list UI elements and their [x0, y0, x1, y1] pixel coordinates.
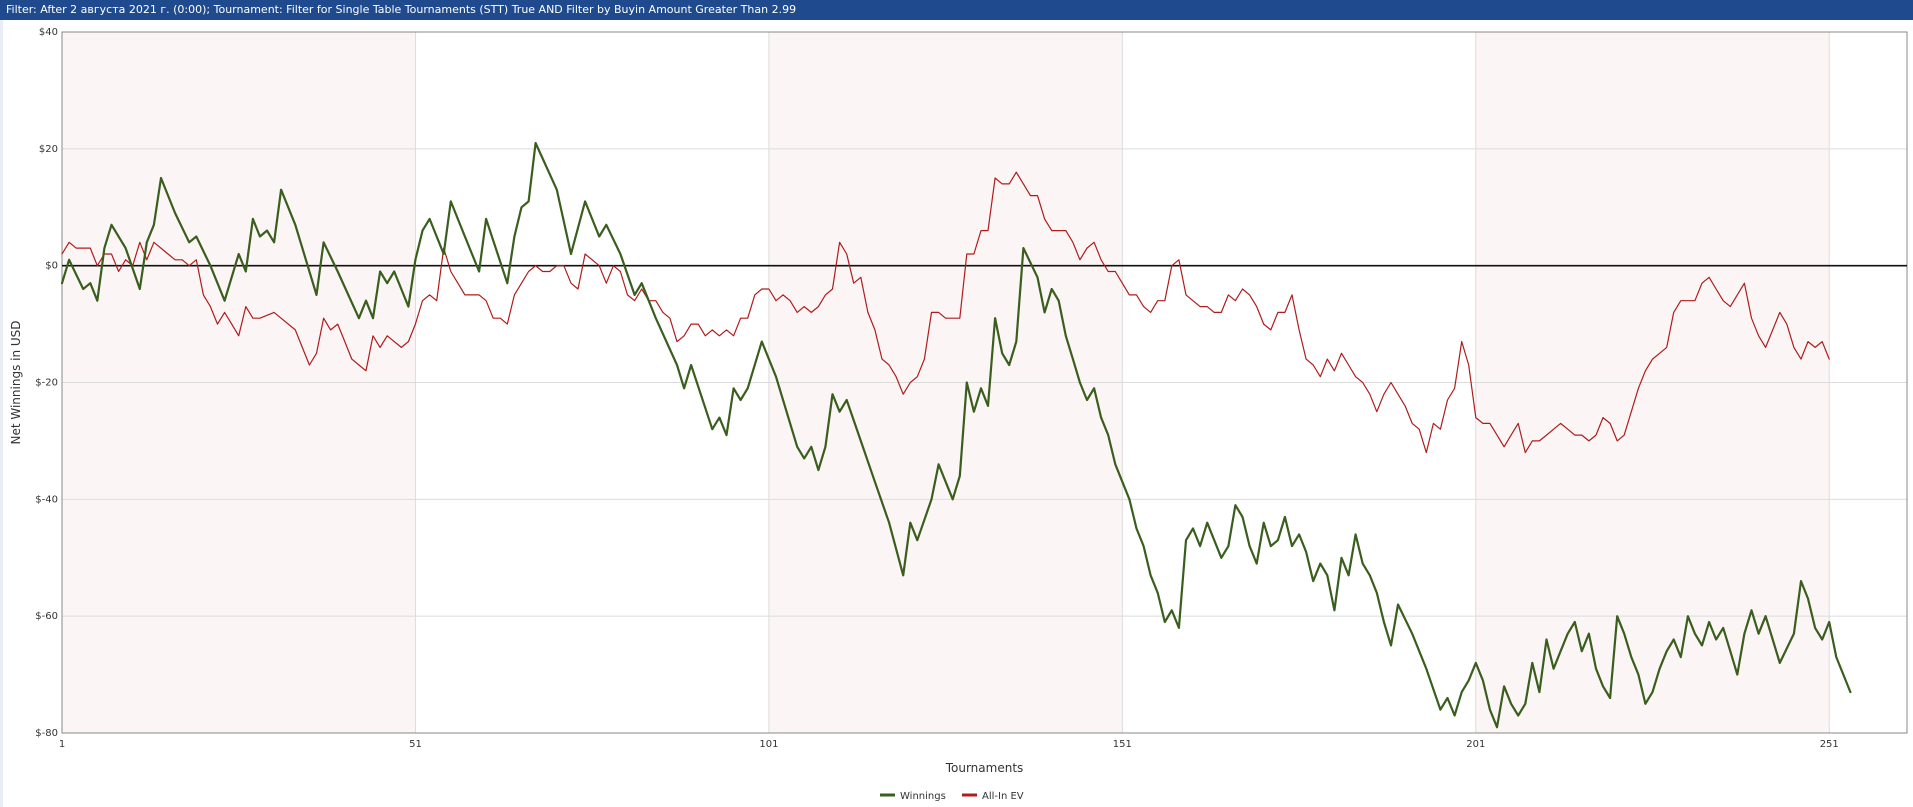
x-tick-label-4: 201	[1466, 739, 1485, 750]
y-axis-tick-labels: $40 $20 $0 $-20 $-40 $-60 $-80	[35, 27, 58, 739]
y-axis-title: Net Winnings in USD	[9, 320, 23, 444]
y-tick-label-3: $-20	[35, 378, 58, 389]
x-tick-label-0: 1	[59, 739, 65, 750]
legend-label-allin-ev: All-In EV	[982, 791, 1024, 802]
filter-bar: Filter: After 2 августа 2021 г. (0:00); …	[0, 0, 1913, 20]
x-axis-tick-labels: 1 51 101 151 201 251	[59, 739, 1839, 750]
series-lines	[60, 141, 1852, 729]
x-tick-label-1: 51	[409, 739, 422, 750]
y-tick-label-5: $-60	[35, 611, 58, 622]
plot-border	[61, 31, 1908, 734]
y-tick-label-1: $20	[39, 144, 58, 155]
y-tick-label-0: $40	[39, 27, 58, 38]
legend: Winnings All-In EV	[880, 791, 1024, 802]
x-tick-label-2: 101	[759, 739, 778, 750]
y-tick-label-6: $-80	[35, 728, 58, 739]
x-tick-label-3: 151	[1113, 739, 1132, 750]
legend-label-winnings: Winnings	[900, 791, 946, 802]
winnings-chart: $40$20$0$-20$-40$-60$-80 1 51 101 151 201 251…	[9, 27, 1908, 802]
left-edge-strip	[0, 20, 3, 807]
y-tick-label-2: $0	[45, 261, 58, 272]
x-axis-title: Tournaments	[945, 761, 1024, 775]
series-line-winnings	[60, 141, 1852, 729]
filter-text: Filter: After 2 августа 2021 г. (0:00); …	[6, 3, 797, 16]
x-tick-label-5: 251	[1820, 739, 1839, 750]
y-tick-label-4: $-40	[35, 494, 58, 505]
series-line-allin-ev	[61, 171, 1830, 454]
